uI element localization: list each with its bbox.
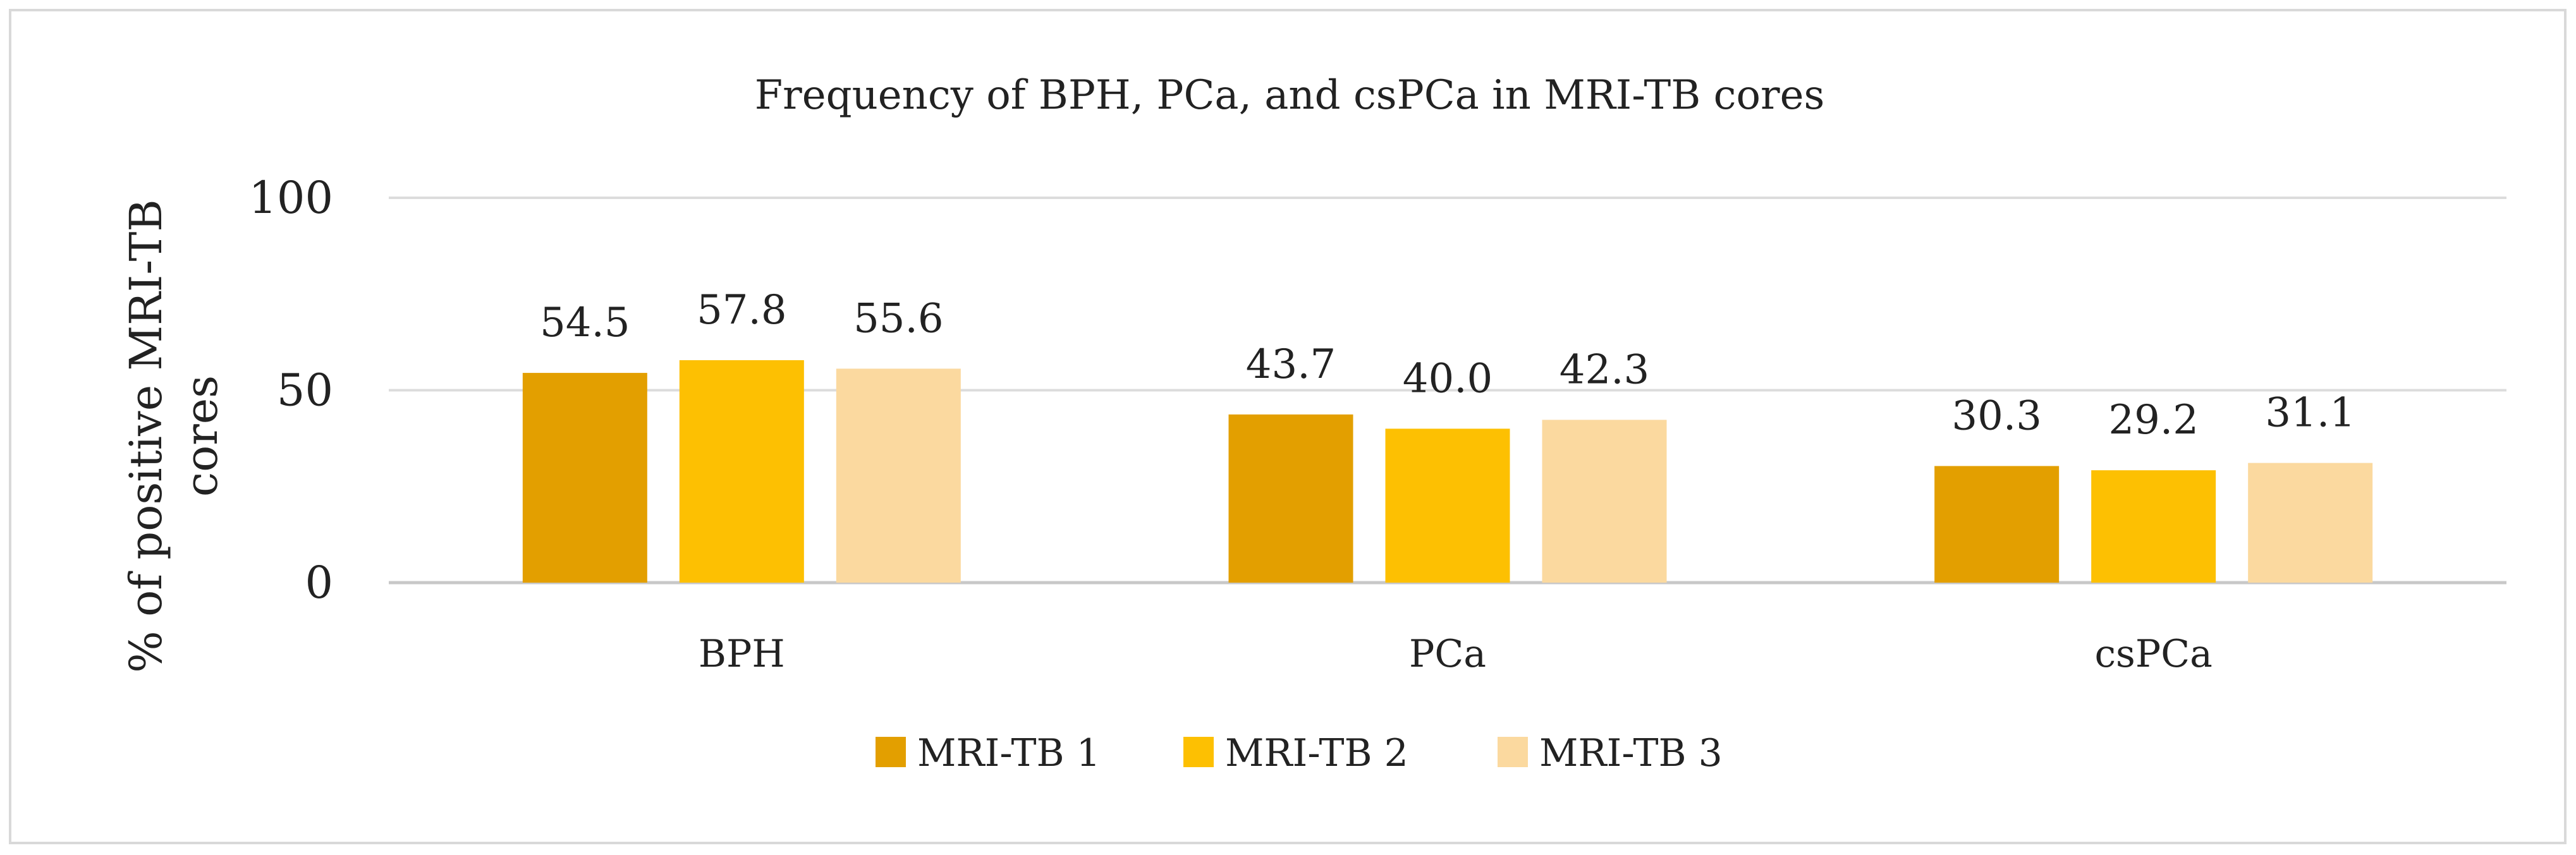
data-label: 29.2 <box>2108 397 2199 444</box>
y-tick-label: 0 <box>305 557 333 609</box>
bar <box>1542 420 1667 583</box>
legend-label: MRI-TB 2 <box>1225 731 1408 775</box>
bar <box>522 373 647 583</box>
legend-label: MRI-TB 3 <box>1539 731 1723 775</box>
bars <box>522 360 2373 583</box>
bar <box>679 360 804 583</box>
bar <box>1228 414 1353 583</box>
legend: MRI-TB 1 MRI-TB 2 MRI-TB 3 <box>876 731 1723 775</box>
legend-label: MRI-TB 1 <box>917 731 1101 775</box>
bar <box>2091 470 2216 583</box>
legend-swatch <box>876 737 906 767</box>
data-label: 40.0 <box>1403 355 1493 402</box>
data-label: 55.6 <box>853 295 944 342</box>
y-axis-label: % of positive MRI-TB cores <box>120 199 228 672</box>
y-tick-label: 50 <box>277 365 333 416</box>
legend-item: MRI-TB 3 <box>1498 731 1723 775</box>
data-label: 30.3 <box>1951 392 2042 439</box>
x-category-label: BPH <box>699 632 785 676</box>
legend-item: MRI-TB 1 <box>876 731 1101 775</box>
bar <box>2248 463 2373 583</box>
x-axis-categories: BPH PCa csPCa <box>699 632 2213 676</box>
data-label: 31.1 <box>2265 390 2355 437</box>
legend-item: MRI-TB 2 <box>1183 731 1408 775</box>
bar <box>1385 428 1510 583</box>
y-axis-ticks: 0 50 100 <box>248 172 333 609</box>
y-tick-label: 100 <box>248 172 333 224</box>
y-axis-label-line-1: % of positive MRI-TB <box>120 199 172 672</box>
legend-swatch <box>1183 737 1214 767</box>
data-label: 43.7 <box>1246 341 1336 388</box>
data-label: 54.5 <box>540 300 630 346</box>
x-category-label: PCa <box>1409 632 1486 676</box>
x-category-label: csPCa <box>2094 632 2212 676</box>
y-axis-label-line-2: cores <box>176 375 228 497</box>
legend-swatch <box>1498 737 1528 767</box>
data-labels: 54.5 57.8 55.6 43.7 40.0 42.3 30.3 29.2 31.1 <box>540 287 2355 444</box>
data-label: 42.3 <box>1560 346 1650 393</box>
data-label: 57.8 <box>697 287 787 334</box>
bar <box>1934 466 2060 583</box>
bar <box>836 368 961 583</box>
chart-title: Frequency of BPH, PCa, and csPCa in MRI-… <box>755 72 1825 119</box>
